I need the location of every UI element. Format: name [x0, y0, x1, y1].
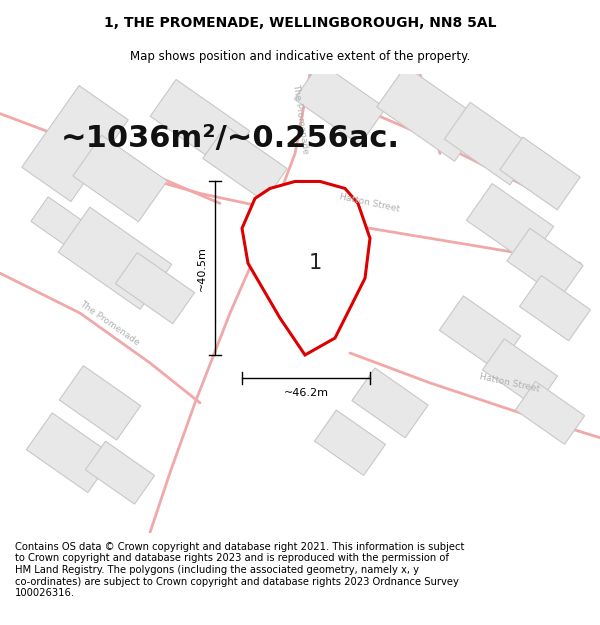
Polygon shape	[203, 126, 287, 201]
Text: Hatton Street: Hatton Street	[479, 372, 541, 394]
Polygon shape	[439, 296, 521, 370]
Polygon shape	[482, 339, 557, 407]
Polygon shape	[242, 181, 370, 355]
Text: ~46.2m: ~46.2m	[284, 388, 329, 398]
Text: 1: 1	[308, 253, 322, 273]
Polygon shape	[31, 197, 89, 250]
Polygon shape	[26, 413, 113, 492]
Polygon shape	[520, 276, 590, 341]
Polygon shape	[150, 79, 250, 168]
Polygon shape	[22, 86, 128, 202]
Polygon shape	[58, 207, 172, 309]
Text: ~40.5m: ~40.5m	[197, 246, 207, 291]
Text: Map shows position and indicative extent of the property.: Map shows position and indicative extent…	[130, 50, 470, 63]
Polygon shape	[377, 66, 483, 161]
Polygon shape	[352, 368, 428, 438]
Text: Hatton Street: Hatton Street	[339, 192, 401, 214]
Polygon shape	[515, 381, 584, 444]
Polygon shape	[85, 441, 155, 504]
Polygon shape	[314, 410, 385, 476]
Polygon shape	[507, 228, 583, 298]
Text: The Promenade: The Promenade	[79, 299, 142, 347]
Polygon shape	[445, 102, 536, 185]
Polygon shape	[466, 184, 554, 263]
Polygon shape	[264, 259, 326, 307]
Polygon shape	[73, 135, 167, 222]
Text: 1, THE PROMENADE, WELLINGBOROUGH, NN8 5AL: 1, THE PROMENADE, WELLINGBOROUGH, NN8 5A…	[104, 16, 496, 30]
Text: Contains OS data © Crown copyright and database right 2021. This information is : Contains OS data © Crown copyright and d…	[15, 542, 464, 598]
Text: The Promenade: The Promenade	[290, 83, 310, 154]
Text: ~1036m²/~0.256ac.: ~1036m²/~0.256ac.	[61, 124, 400, 153]
Polygon shape	[59, 366, 141, 440]
Polygon shape	[295, 62, 386, 145]
Polygon shape	[115, 253, 194, 324]
Polygon shape	[500, 137, 580, 210]
